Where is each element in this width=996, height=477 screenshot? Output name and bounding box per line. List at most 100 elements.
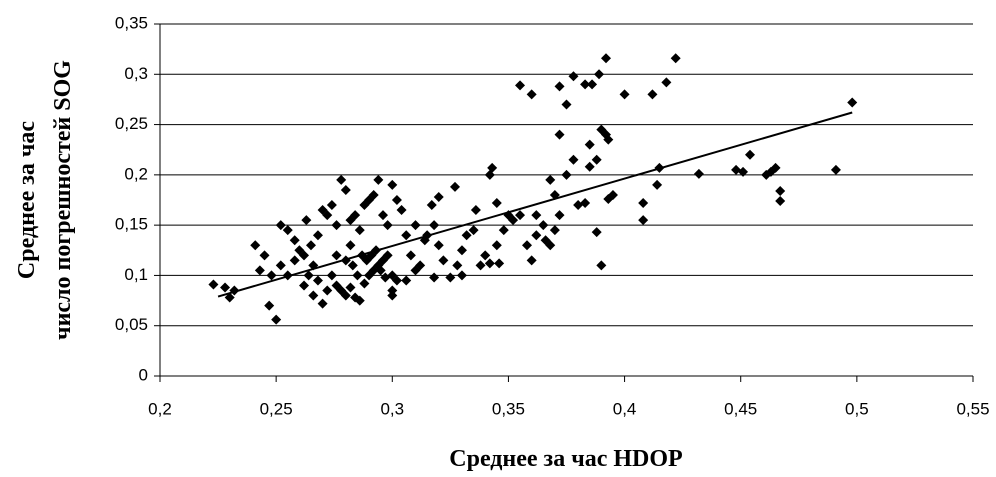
y-tick-label: 0	[139, 365, 148, 384]
y-tick-label: 0,2	[124, 164, 148, 183]
point	[638, 198, 649, 209]
point	[415, 260, 426, 271]
x-tick-label: 0,55	[956, 399, 989, 418]
point	[354, 295, 365, 306]
point	[619, 89, 630, 100]
point	[382, 250, 393, 261]
point	[391, 195, 402, 205]
point	[554, 129, 565, 140]
point	[380, 272, 391, 283]
point	[554, 210, 565, 221]
point	[331, 220, 342, 231]
point	[317, 298, 328, 309]
y-tick-label: 0,05	[115, 315, 148, 334]
point	[770, 162, 781, 173]
point	[266, 270, 277, 281]
point	[275, 260, 286, 271]
point	[450, 181, 461, 192]
y-axis-label: число погрешностей SOG	[50, 60, 76, 340]
point	[347, 260, 358, 271]
point	[220, 282, 231, 293]
point	[531, 210, 542, 221]
point	[745, 149, 756, 160]
point	[661, 77, 672, 88]
point	[282, 225, 293, 236]
point	[375, 265, 386, 276]
point	[568, 154, 579, 165]
point	[470, 205, 481, 216]
y-axis-label: Среднее за час	[14, 121, 40, 279]
point	[322, 210, 333, 221]
point	[250, 240, 261, 251]
point	[401, 230, 412, 241]
point	[600, 53, 611, 64]
x-axis-label: Среднее за час HDOP	[449, 446, 682, 472]
y-tick-label: 0,15	[115, 215, 148, 234]
point	[340, 184, 351, 195]
point	[382, 220, 393, 231]
point	[587, 79, 598, 90]
point	[468, 225, 479, 236]
point	[461, 230, 472, 241]
point	[401, 275, 412, 286]
point	[312, 230, 323, 241]
point	[652, 179, 663, 190]
point	[289, 255, 300, 266]
point	[484, 258, 495, 269]
point	[561, 169, 572, 180]
point	[494, 258, 505, 269]
point	[549, 225, 560, 236]
x-tick-label: 0,25	[260, 399, 293, 418]
point	[847, 97, 858, 108]
point	[345, 240, 356, 251]
point	[480, 250, 491, 261]
point	[603, 193, 614, 204]
point	[491, 240, 502, 251]
point	[594, 69, 605, 80]
point	[738, 166, 749, 177]
point	[433, 240, 444, 251]
point	[603, 134, 614, 145]
point	[429, 272, 440, 283]
point	[387, 285, 398, 296]
point	[475, 260, 486, 271]
point	[224, 292, 235, 303]
point	[638, 215, 649, 226]
point	[340, 290, 351, 301]
point	[326, 270, 337, 281]
point	[445, 272, 456, 283]
x-tick-label: 0,2	[148, 399, 172, 418]
point	[299, 250, 310, 261]
point	[322, 285, 333, 296]
point	[545, 174, 556, 185]
x-tick-label: 0,35	[492, 399, 525, 418]
y-tick-label: 0,25	[115, 114, 148, 133]
point	[308, 290, 319, 301]
point	[429, 220, 440, 231]
point	[312, 275, 323, 286]
point	[350, 210, 361, 221]
point	[515, 210, 526, 221]
x-tick-label: 0,4	[613, 399, 637, 418]
point	[359, 278, 370, 289]
point	[531, 230, 542, 241]
x-tick-label: 0,45	[724, 399, 757, 418]
point	[387, 179, 398, 190]
y-tick-label: 0,3	[124, 64, 148, 83]
point	[410, 220, 421, 231]
point	[508, 215, 519, 226]
point	[584, 139, 595, 150]
point	[336, 174, 347, 185]
point	[289, 235, 300, 246]
point	[405, 250, 416, 261]
point	[208, 279, 219, 290]
point	[526, 255, 537, 266]
point	[584, 161, 595, 172]
point	[580, 198, 591, 209]
point	[561, 99, 572, 110]
point	[352, 270, 363, 281]
point	[545, 240, 556, 251]
y-tick-label: 0,1	[124, 265, 148, 284]
point	[591, 227, 602, 238]
point	[522, 240, 533, 251]
